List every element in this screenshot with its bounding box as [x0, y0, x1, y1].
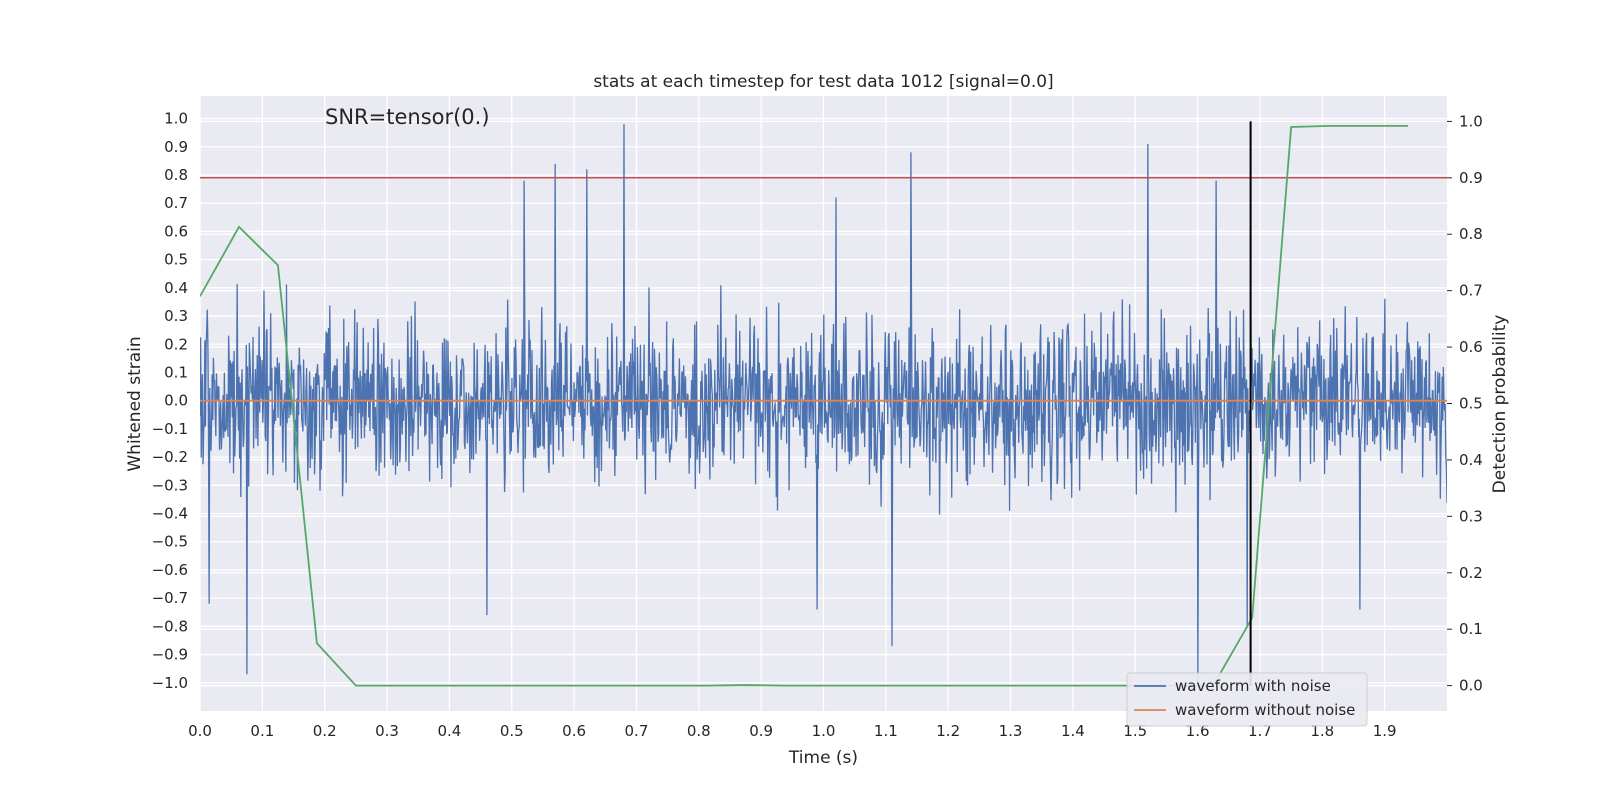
y-tick-label: −0.6 — [152, 561, 188, 579]
grid-lines — [199, 96, 1447, 711]
y2-tick-label: 0.8 — [1459, 225, 1483, 243]
y-tick-label: 0.5 — [164, 251, 188, 269]
y-tick-label: 0.9 — [164, 138, 188, 156]
x-tick-label: 0.2 — [313, 722, 337, 740]
y-tick-label: 0.7 — [164, 194, 188, 212]
y-axis-ticks: 1.0 0.9 0.8 0.7 0.6 0.5 0.4 0.3 0.2 0.1 0.0 −0.1 −0.… — [152, 110, 188, 692]
y-tick-label: 0.1 — [164, 363, 188, 381]
y2-tick-label: 1.0 — [1459, 112, 1483, 130]
x-tick-label: 1.0 — [812, 722, 836, 740]
x-tick-label: 0.6 — [562, 722, 586, 740]
y-tick-label: −0.5 — [152, 533, 188, 551]
y-tick-label: 1.0 — [164, 110, 188, 128]
y-tick-label: −0.7 — [152, 589, 188, 607]
y2-tick-label: 0.2 — [1459, 564, 1483, 582]
x-tick-label: 0.0 — [188, 722, 212, 740]
x-tick-label: 0.3 — [375, 722, 399, 740]
y-tick-label: −0.2 — [152, 448, 188, 466]
y2-tick-label: 0.4 — [1459, 451, 1483, 469]
y2-axis-label: Detection probability — [1490, 315, 1510, 494]
y-tick-label: 0.2 — [164, 335, 188, 353]
y-tick-label: −0.3 — [152, 476, 188, 494]
x-tick-label: 0.9 — [749, 722, 773, 740]
x-axis-label: Time (s) — [788, 748, 858, 768]
y2-tick-label: 0.7 — [1459, 282, 1483, 300]
y-tick-label: 0.8 — [164, 166, 188, 184]
y-tick-label: −1.0 — [152, 674, 188, 692]
series-waveform-with-noise — [200, 124, 1447, 683]
y2-tick-label: 0.0 — [1459, 677, 1483, 695]
snr-annotation: SNR=tensor(0.) — [325, 105, 490, 129]
x-tick-label: 1.3 — [999, 722, 1023, 740]
y-tick-label: −0.8 — [152, 617, 188, 635]
y2-tick-label: 0.1 — [1459, 620, 1483, 638]
y-tick-label: 0.6 — [164, 222, 188, 240]
y-tick-label: 0.3 — [164, 307, 188, 325]
legend: waveform with noise waveform without noi… — [1126, 672, 1368, 727]
legend-label-noise: waveform with noise — [1175, 677, 1331, 695]
y-tick-label: 0.4 — [164, 279, 188, 297]
y2-tick-label: 0.5 — [1459, 395, 1483, 413]
x-tick-label: 0.5 — [500, 722, 524, 740]
y-axis-label: Whitened strain — [125, 336, 145, 471]
x-tick-label: 1.9 — [1373, 722, 1397, 740]
y-tick-label: −0.1 — [152, 420, 188, 438]
chart-title: stats at each timestep for test data 101… — [593, 72, 1053, 92]
y2-axis-ticks: 1.0 0.9 0.8 0.7 0.6 0.5 0.4 0.3 0.2 0.1 0.0 — [1447, 112, 1483, 695]
x-tick-label: 1.4 — [1061, 722, 1085, 740]
x-tick-label: 0.8 — [687, 722, 711, 740]
y-tick-label: 0.0 — [164, 392, 188, 410]
x-tick-label: 0.4 — [437, 722, 461, 740]
y2-tick-label: 0.9 — [1459, 169, 1483, 187]
y2-tick-label: 0.3 — [1459, 507, 1483, 525]
y-tick-label: −0.9 — [152, 646, 188, 664]
legend-label-clean: waveform without noise — [1175, 701, 1355, 719]
x-tick-label: 1.1 — [874, 722, 898, 740]
x-tick-label: 1.2 — [936, 722, 960, 740]
y-tick-label: −0.4 — [152, 505, 188, 523]
legend-box — [1126, 672, 1368, 727]
x-tick-label: 0.1 — [250, 722, 274, 740]
y2-tick-label: 0.6 — [1459, 338, 1483, 356]
x-tick-label: 0.7 — [625, 722, 649, 740]
